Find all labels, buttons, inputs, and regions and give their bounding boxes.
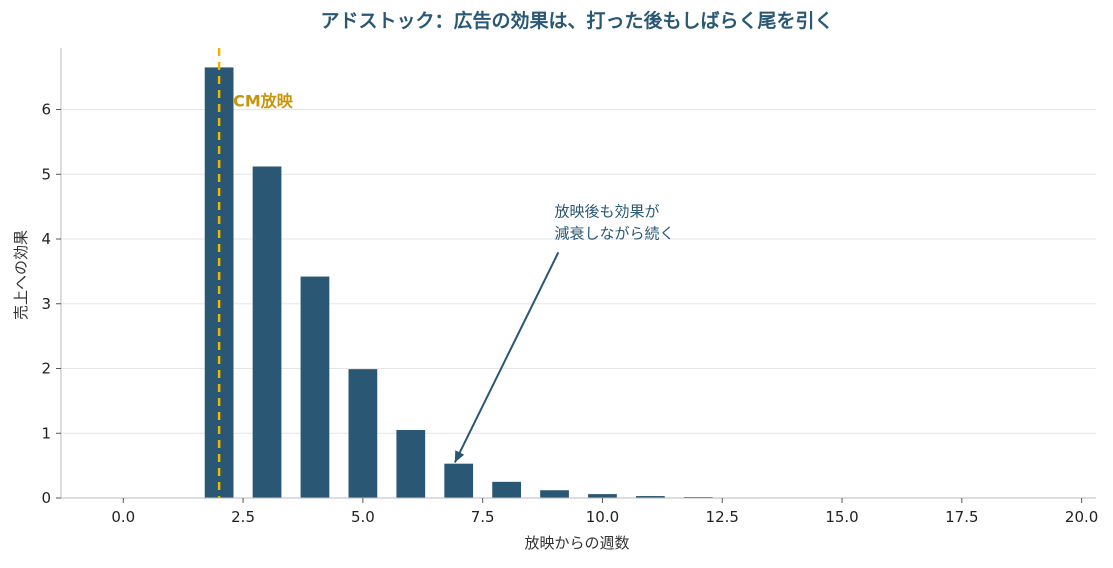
x-tick-label: 17.5 [945,508,978,526]
x-tick-label: 10.0 [586,508,619,526]
y-tick-label: 2 [41,360,51,378]
y-tick-label: 5 [41,165,51,183]
bar [348,369,378,498]
chart-title: アドストック：広告の効果は、打った後もしばらく尾を引く [320,9,833,32]
x-tick-label: 7.5 [471,508,495,526]
x-tick-label: 15.0 [825,508,858,526]
bar [540,490,569,498]
annotation-text: 放映後も効果が [555,202,660,220]
y-tick-label: 0 [41,489,51,507]
annotation-text: 減衰しながら続く [555,224,675,242]
y-tick-label: 4 [41,230,51,248]
y-tick-label: 3 [41,295,51,313]
cm-marker-label: CM放映 [233,91,294,110]
bar [300,276,330,498]
axes [60,48,1096,499]
tick-labels: 0 1 2 3 4 5 6 0.0 2.5 5.0 7.5 10.0 12.5 15.0 17.5 20.0 [41,101,1098,526]
y-axis-label: 売上への効果 [12,230,30,320]
x-tick-label: 0.0 [111,508,135,526]
x-tick-label: 12.5 [706,508,739,526]
bar [588,494,617,498]
x-tick-label: 20.0 [1065,508,1098,526]
bars [204,67,761,499]
bar [636,496,665,498]
bar [252,166,282,499]
x-tick-label: 2.5 [231,508,255,526]
bar [396,430,426,498]
bar [444,463,474,498]
bar [492,481,521,498]
x-axis-label: 放映からの週数 [524,534,629,552]
x-tick-label: 5.0 [351,508,375,526]
annotation-arrow-line [453,251,560,463]
y-tick-label: 1 [41,424,51,442]
y-tick-label: 6 [41,101,51,119]
annotation-arrowhead [454,450,465,463]
